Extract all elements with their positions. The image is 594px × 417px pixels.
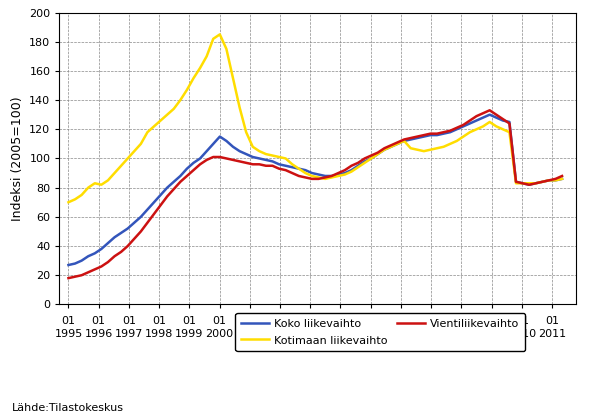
Text: 01: 01 xyxy=(152,316,166,326)
Kotimaan liikevaihto xyxy=(400,138,407,143)
Text: 01: 01 xyxy=(213,316,226,326)
Text: 01: 01 xyxy=(243,316,257,326)
Text: 01: 01 xyxy=(182,316,197,326)
Line: Vientiliikevaihto: Vientiliikevaihto xyxy=(68,110,562,278)
Text: 2003: 2003 xyxy=(296,329,324,339)
Koko liikevaihto xyxy=(236,149,243,154)
Vientiliikevaihto xyxy=(486,108,493,113)
Kotimaan liikevaihto xyxy=(387,144,394,149)
Text: 1999: 1999 xyxy=(175,329,204,339)
Y-axis label: Indeksi (2005=100): Indeksi (2005=100) xyxy=(11,96,24,221)
Text: 2007: 2007 xyxy=(417,329,446,339)
Text: 2011: 2011 xyxy=(538,329,566,339)
Text: 01: 01 xyxy=(485,316,498,326)
Legend: Koko liikevaihto, Kotimaan liikevaihto, Vientiliikevaihto: Koko liikevaihto, Kotimaan liikevaihto, … xyxy=(235,313,525,351)
Koko liikevaihto xyxy=(460,124,467,129)
Text: 01: 01 xyxy=(364,316,378,326)
Koko liikevaihto xyxy=(394,141,401,146)
Koko liikevaihto xyxy=(486,112,493,117)
Kotimaan liikevaihto xyxy=(558,176,565,181)
Text: 2002: 2002 xyxy=(266,329,294,339)
Text: 01: 01 xyxy=(273,316,287,326)
Vientiliikevaihto xyxy=(558,173,565,178)
Vientiliikevaihto xyxy=(381,146,388,151)
Vientiliikevaihto xyxy=(460,123,467,128)
Kotimaan liikevaihto xyxy=(111,171,118,176)
Text: 01: 01 xyxy=(394,316,408,326)
Text: 1995: 1995 xyxy=(54,329,83,339)
Text: 2000: 2000 xyxy=(206,329,233,339)
Text: 01: 01 xyxy=(91,316,106,326)
Line: Kotimaan liikevaihto: Kotimaan liikevaihto xyxy=(68,35,562,202)
Text: 2010: 2010 xyxy=(508,329,536,339)
Koko liikevaihto xyxy=(558,176,565,181)
Vientiliikevaihto xyxy=(236,159,243,164)
Text: 2008: 2008 xyxy=(447,329,475,339)
Kotimaan liikevaihto xyxy=(466,130,473,135)
Text: 01: 01 xyxy=(454,316,468,326)
Text: 1998: 1998 xyxy=(145,329,173,339)
Text: 01: 01 xyxy=(303,316,317,326)
Vientiliikevaihto xyxy=(321,175,328,180)
Vientiliikevaihto xyxy=(394,140,401,145)
Vientiliikevaihto xyxy=(111,254,118,259)
Text: 2005: 2005 xyxy=(356,329,385,339)
Text: 2006: 2006 xyxy=(387,329,415,339)
Koko liikevaihto xyxy=(381,147,388,152)
Vientiliikevaihto xyxy=(65,276,72,281)
Kotimaan liikevaihto xyxy=(242,130,249,135)
Text: 2009: 2009 xyxy=(478,329,505,339)
Text: 01: 01 xyxy=(424,316,438,326)
Kotimaan liikevaihto xyxy=(216,32,223,37)
Text: 01: 01 xyxy=(333,316,347,326)
Kotimaan liikevaihto xyxy=(65,200,72,205)
Text: 2001: 2001 xyxy=(236,329,264,339)
Koko liikevaihto xyxy=(321,173,328,178)
Text: 1997: 1997 xyxy=(115,329,143,339)
Koko liikevaihto xyxy=(65,263,72,268)
Text: 2004: 2004 xyxy=(326,329,355,339)
Text: 01: 01 xyxy=(61,316,75,326)
Line: Koko liikevaihto: Koko liikevaihto xyxy=(68,115,562,265)
Text: 1996: 1996 xyxy=(84,329,113,339)
Text: 01: 01 xyxy=(515,316,529,326)
Text: 01: 01 xyxy=(545,316,559,326)
Text: Lähde:Tilastokeskus: Lähde:Tilastokeskus xyxy=(12,403,124,413)
Kotimaan liikevaihto xyxy=(328,175,335,180)
Koko liikevaihto xyxy=(111,235,118,240)
Text: 01: 01 xyxy=(122,316,136,326)
